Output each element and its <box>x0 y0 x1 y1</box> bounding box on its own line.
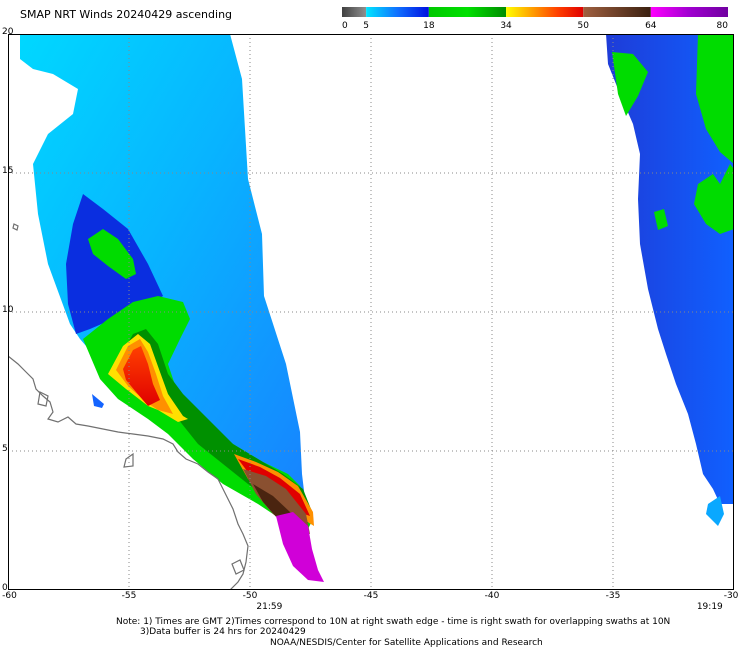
map-title: SMAP NRT Winds 20240429 ascending <box>20 8 233 21</box>
x-tick-label: -30 <box>723 591 739 601</box>
x-tick-label: -35 <box>605 591 621 601</box>
east-green-mid <box>694 164 734 234</box>
y-tick-label: 10 <box>2 305 14 315</box>
west-swath <box>20 34 324 582</box>
colorbar-label: 5 <box>363 21 369 31</box>
note-line-3: NOAA/NESDIS/Center for Satellite Applica… <box>270 638 543 648</box>
note-line-2: 3)Data buffer is 24 hrs for 20240429 <box>140 627 306 637</box>
y-tick-label: 0 <box>2 583 8 593</box>
east-swath-blue <box>606 34 734 504</box>
colorbar-segment <box>428 7 507 17</box>
east-green-small <box>654 209 668 230</box>
east-green-top <box>612 52 648 116</box>
colorbar-label: 0 <box>342 21 348 31</box>
y-tick-label: 5 <box>2 444 8 454</box>
colorbar-segment <box>342 7 367 17</box>
coast-island-2 <box>231 559 245 575</box>
west-swath-blue <box>20 34 308 524</box>
magenta-core <box>276 512 324 582</box>
colorbar-segment <box>506 7 584 17</box>
colorbar-label: 80 <box>716 21 728 31</box>
x-tick-label: -40 <box>484 591 500 601</box>
note-line-1: Note: 1) Times are GMT 2)Times correspon… <box>116 617 671 627</box>
x-tick-label: -45 <box>363 591 379 601</box>
east-cyan-tip <box>706 496 724 526</box>
colorbar-segment <box>650 7 728 17</box>
east-green-right <box>696 34 734 164</box>
colorbar-label: 50 <box>577 21 589 31</box>
colorbar-segment <box>366 7 429 17</box>
x-tick-label: -60 <box>2 591 17 601</box>
coast-island-3 <box>12 223 19 231</box>
colorbar-label: 34 <box>500 21 512 31</box>
x-tick-label: -50 <box>242 591 258 601</box>
colorbar-label: 64 <box>645 21 657 31</box>
colorbar-label: 18 <box>423 21 435 31</box>
y-tick-label: 15 <box>2 166 14 176</box>
map-frame <box>8 34 734 590</box>
swath-time-label: 19:19 <box>696 602 723 612</box>
y-tick-label: 20 <box>2 27 14 37</box>
wind-speed-colorbar <box>342 7 728 17</box>
east-swath <box>606 34 734 526</box>
red-core <box>123 346 160 406</box>
lat-lon-grid <box>8 34 734 590</box>
coast-island-1 <box>123 452 134 468</box>
coast-inlet-1 <box>37 391 49 407</box>
x-tick-label: -55 <box>121 591 137 601</box>
south-america-coast <box>8 355 249 590</box>
blue-strip-west <box>92 394 104 408</box>
wind-map <box>8 34 734 590</box>
swath-time-label: 21:59 <box>256 602 283 612</box>
colorbar-segment <box>583 7 651 17</box>
coastline <box>8 223 249 590</box>
green-island <box>88 229 136 279</box>
